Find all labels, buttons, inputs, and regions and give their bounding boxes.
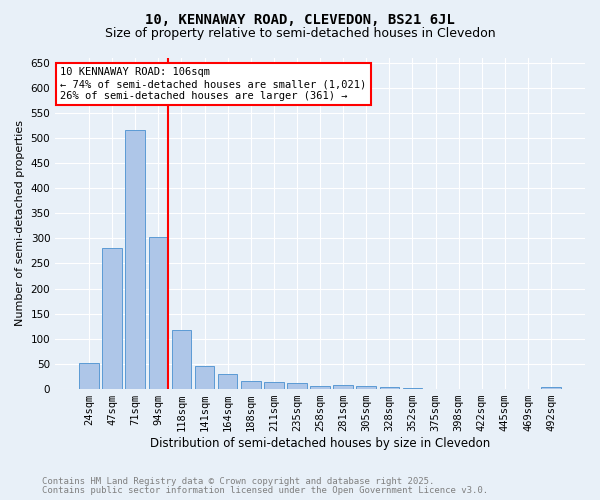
Bar xyxy=(195,366,214,389)
Text: Size of property relative to semi-detached houses in Clevedon: Size of property relative to semi-detach… xyxy=(104,28,496,40)
Bar xyxy=(172,330,191,389)
Bar xyxy=(218,374,238,389)
X-axis label: Distribution of semi-detached houses by size in Clevedon: Distribution of semi-detached houses by … xyxy=(150,437,490,450)
Text: 10, KENNAWAY ROAD, CLEVEDON, BS21 6JL: 10, KENNAWAY ROAD, CLEVEDON, BS21 6JL xyxy=(145,12,455,26)
Bar xyxy=(310,386,330,389)
Bar xyxy=(541,387,561,389)
Bar xyxy=(334,385,353,389)
Y-axis label: Number of semi-detached properties: Number of semi-detached properties xyxy=(15,120,25,326)
Bar xyxy=(103,248,122,389)
Bar xyxy=(241,380,260,389)
Bar xyxy=(380,387,399,389)
Text: 10 KENNAWAY ROAD: 106sqm
← 74% of semi-detached houses are smaller (1,021)
26% o: 10 KENNAWAY ROAD: 106sqm ← 74% of semi-d… xyxy=(61,68,367,100)
Bar xyxy=(403,388,422,389)
Bar xyxy=(79,363,99,389)
Text: Contains HM Land Registry data © Crown copyright and database right 2025.: Contains HM Land Registry data © Crown c… xyxy=(42,477,434,486)
Bar xyxy=(287,383,307,389)
Bar xyxy=(149,238,168,389)
Bar xyxy=(264,382,284,389)
Text: Contains public sector information licensed under the Open Government Licence v3: Contains public sector information licen… xyxy=(42,486,488,495)
Bar xyxy=(125,130,145,389)
Bar xyxy=(356,386,376,389)
Bar xyxy=(426,388,445,389)
